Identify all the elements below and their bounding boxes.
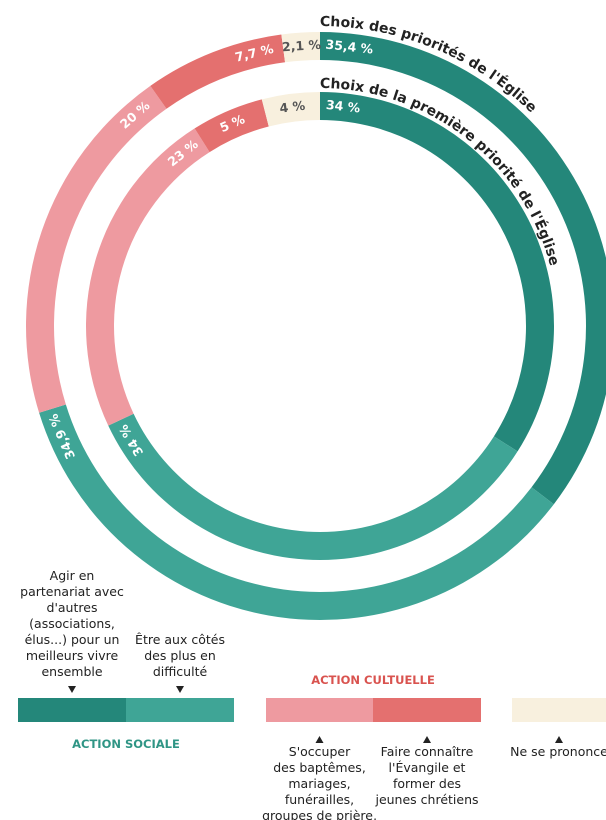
legend-marker xyxy=(176,686,184,693)
legend-label: élus...) pour un xyxy=(25,632,120,647)
legend-label: Faire connaître xyxy=(381,744,474,759)
ring-segment xyxy=(320,92,555,452)
legend-label: S'occuper xyxy=(289,744,351,759)
ring-segment xyxy=(261,92,320,127)
legend-label: jeunes chrétiens xyxy=(374,792,478,807)
value-label: 4 % xyxy=(279,98,307,116)
legend-label: funérailles, xyxy=(285,792,354,807)
value-label: 2,1 % xyxy=(282,37,322,55)
ring-segment xyxy=(26,85,167,413)
legend-label: Être aux côtés xyxy=(135,632,225,647)
value-label: 34 % xyxy=(325,97,361,116)
ring-segment xyxy=(108,413,518,560)
legend-swatch xyxy=(126,698,234,722)
ring-segment xyxy=(85,128,210,426)
value-label: 35,4 % xyxy=(325,37,374,57)
legend-label: groupes de prière, xyxy=(262,808,377,820)
ring-segment xyxy=(194,99,269,153)
ring-segment xyxy=(320,32,606,505)
legend-label: meilleurs vivre xyxy=(26,648,119,663)
ring-segment xyxy=(281,32,320,63)
legend-label: former des xyxy=(393,776,461,791)
legend-label: l'Évangile et xyxy=(389,760,466,775)
legend-label: Agir en xyxy=(50,568,95,583)
group-title: ACTION CULTUELLE xyxy=(311,673,435,687)
ring-segment xyxy=(150,34,286,109)
legend-swatch xyxy=(18,698,126,722)
legend-label: difficulté xyxy=(153,664,208,679)
legend-label: partenariat avec xyxy=(20,584,124,599)
group-title: ACTION SOCIALE xyxy=(72,737,180,751)
legend-label: mariages, xyxy=(288,776,350,791)
legend-label: Ne se prononce xyxy=(510,744,606,759)
ring-segment xyxy=(39,404,554,620)
legend-marker xyxy=(315,736,324,743)
legend-marker xyxy=(68,686,76,693)
legend-label: (associations, xyxy=(29,616,115,631)
legend-label: des plus en xyxy=(144,648,216,663)
legend-label: d'autres xyxy=(47,600,98,615)
legend-swatch xyxy=(373,698,481,722)
legend-label: ensemble xyxy=(41,664,102,679)
legend-swatch xyxy=(266,698,373,722)
legend-marker xyxy=(423,736,431,743)
legend-marker xyxy=(555,736,563,743)
legend-label: des baptêmes, xyxy=(273,760,366,775)
legend-swatch xyxy=(512,698,606,722)
